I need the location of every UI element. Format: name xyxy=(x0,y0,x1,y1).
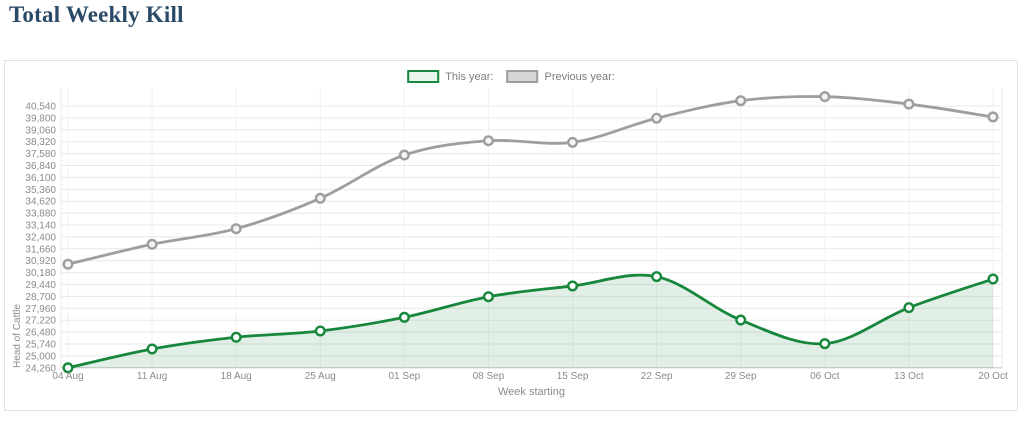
data-point-marker[interactable] xyxy=(651,271,663,283)
y-tick-label: 27,220 xyxy=(25,316,56,327)
y-tick-label: 27,960 xyxy=(25,304,56,315)
y-tick-label: 25,000 xyxy=(25,351,56,362)
y-tick-label: 39,800 xyxy=(25,113,56,124)
data-point-marker[interactable] xyxy=(62,258,74,270)
page-title: Total Weekly Kill xyxy=(9,2,184,27)
x-tick-label: 29 Sep xyxy=(725,371,757,382)
data-point-marker[interactable] xyxy=(146,343,158,355)
x-tick-label: 18 Aug xyxy=(221,371,252,382)
data-point-marker[interactable] xyxy=(735,95,747,107)
chart-svg: 24,26025,00025,74026,48027,22027,96028,7… xyxy=(25,88,1008,382)
data-point-marker[interactable] xyxy=(398,311,410,323)
data-point-marker[interactable] xyxy=(819,91,831,103)
y-tick-label: 31,660 xyxy=(25,244,56,255)
x-tick-label: 13 Oct xyxy=(894,371,924,382)
data-point-marker[interactable] xyxy=(482,135,494,147)
this-year-swatch xyxy=(407,70,440,83)
y-tick-label: 33,140 xyxy=(25,221,56,232)
data-point-marker[interactable] xyxy=(651,112,663,124)
x-tick-label: 06 Oct xyxy=(810,371,840,382)
x-tick-label: 22 Sep xyxy=(641,371,673,382)
data-point-marker[interactable] xyxy=(987,111,999,123)
data-point-marker[interactable] xyxy=(567,280,579,292)
y-tick-label: 39,060 xyxy=(25,125,56,136)
data-point-marker[interactable] xyxy=(735,314,747,326)
x-tick-label: 11 Aug xyxy=(137,371,167,382)
y-tick-label: 36,100 xyxy=(25,173,56,184)
y-tick-label: 33,880 xyxy=(25,209,56,220)
y-tick-label: 26,480 xyxy=(25,328,56,339)
data-point-marker[interactable] xyxy=(903,98,915,110)
this-year-area xyxy=(68,275,993,368)
y-tick-label: 40,540 xyxy=(25,102,56,113)
x-tick-label: 04 Aug xyxy=(52,371,83,382)
legend-item-previous-year[interactable]: Previous year: xyxy=(506,70,615,83)
y-axis-title: Head of Cattle xyxy=(12,304,23,368)
chart-legend: This year: Previous year: xyxy=(407,70,615,83)
y-tick-label: 36,840 xyxy=(25,161,56,172)
previous-year-line xyxy=(66,95,995,266)
data-point-marker[interactable] xyxy=(314,192,326,204)
data-point-marker[interactable] xyxy=(230,331,242,343)
y-tick-label: 30,180 xyxy=(25,268,56,279)
data-point-marker[interactable] xyxy=(987,273,999,285)
y-tick-label: 28,700 xyxy=(25,292,56,303)
data-point-marker[interactable] xyxy=(819,338,831,350)
y-tick-label: 29,440 xyxy=(25,280,56,291)
previous-year-swatch xyxy=(506,70,539,83)
y-tick-label: 24,260 xyxy=(25,363,56,374)
chart-panel: 24,260 25,000 25,740 26,480 27,220 27,960 28,7… xyxy=(4,60,1018,411)
y-tick-label: 37,580 xyxy=(25,149,56,160)
data-point-marker[interactable] xyxy=(146,238,158,250)
x-tick-label: 20 Oct xyxy=(978,371,1008,382)
x-tick-label: 15 Sep xyxy=(557,371,589,382)
data-point-marker[interactable] xyxy=(398,149,410,161)
data-point-marker[interactable] xyxy=(482,291,494,303)
x-axis-title: Week starting xyxy=(497,386,566,398)
y-tick-label: 35,360 xyxy=(25,185,56,196)
data-point-marker[interactable] xyxy=(903,302,915,314)
x-tick-label: 25 Aug xyxy=(305,371,336,382)
legend-label-this-year: This year: xyxy=(445,70,494,83)
this-year-line xyxy=(66,273,995,370)
data-point-marker[interactable] xyxy=(567,136,579,148)
data-point-marker[interactable] xyxy=(314,325,326,337)
x-tick-label: 01 Sep xyxy=(389,371,421,382)
data-point-marker[interactable] xyxy=(62,362,74,374)
y-tick-label: 30,920 xyxy=(25,256,56,267)
y-tick-label: 34,620 xyxy=(25,197,56,208)
data-point-marker[interactable] xyxy=(230,223,242,235)
legend-item-this-year[interactable]: This year: xyxy=(407,70,493,83)
y-tick-label: 25,740 xyxy=(25,340,56,351)
y-tick-label: 32,400 xyxy=(25,232,56,243)
x-tick-label: 08 Sep xyxy=(473,371,505,382)
y-tick-label: 38,320 xyxy=(25,137,56,148)
legend-label-previous-year: Previous year: xyxy=(544,70,615,83)
